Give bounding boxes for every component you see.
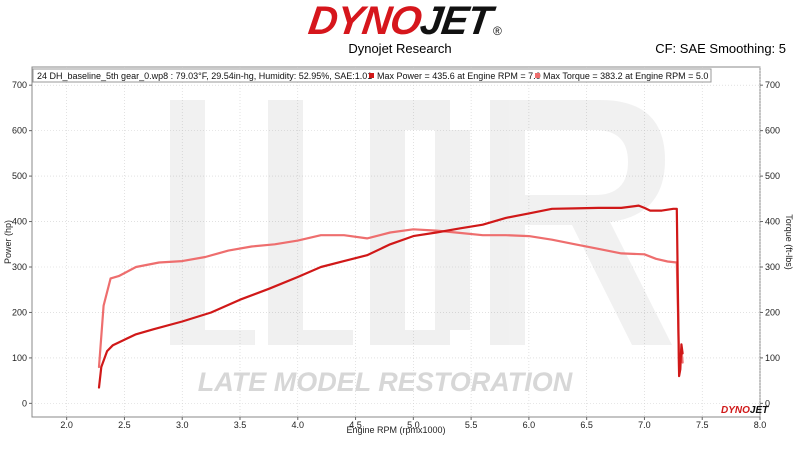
x-tick-label: 6.0	[523, 420, 536, 430]
y-right-tick-label: 0	[765, 398, 770, 408]
legend-power-swatch	[369, 73, 374, 78]
x-tick-label: 2.5	[118, 420, 131, 430]
legend-torque-swatch	[535, 73, 540, 78]
x-tick-label: 5.5	[465, 420, 478, 430]
watermark-m-shape	[370, 100, 470, 345]
y-left-tick-label: 100	[12, 353, 27, 363]
watermark-l2-shape	[268, 100, 353, 345]
x-tick-label: 6.5	[580, 420, 593, 430]
legend-power-entry: Max Power = 435.6 at Engine RPM = 7.0	[377, 71, 541, 81]
legend-torque-entry: Max Torque = 383.2 at Engine RPM = 5.0	[543, 71, 708, 81]
registered-mark: ®	[492, 24, 502, 38]
y-left-tick-label: 300	[12, 262, 27, 272]
power-curve	[97, 204, 684, 389]
x-tick-label: 8.0	[754, 420, 767, 430]
watermark-text: LATE MODEL RESTORATION	[198, 367, 573, 397]
x-tick-label: 5.0	[407, 420, 420, 430]
dynojet-logo: DYNOJET ®	[0, 0, 800, 43]
cf-smoothing-info: CF: SAE Smoothing: 5	[655, 41, 786, 56]
y-left-tick-label: 500	[12, 171, 27, 181]
y-right-tick-label: 600	[765, 126, 780, 136]
legend-run-info: 24 DH_baseline_5th gear_0.wp8 : 79.03°F,…	[37, 71, 372, 81]
legend: 24 DH_baseline_5th gear_0.wp8 : 79.03°F,…	[32, 68, 712, 83]
corner-logo-jet: JET	[750, 405, 769, 416]
y-right-tick-label: 300	[765, 262, 780, 272]
y-right-tick-label: 100	[765, 353, 780, 363]
y-axis-left-title: Power (hp)	[3, 220, 13, 264]
corner-dynojet-logo: DYNOJET	[721, 405, 769, 416]
grid-lines	[32, 67, 761, 417]
x-tick-label: 4.0	[292, 420, 305, 430]
axis-ticks: 2.0 2.5 3.0 3.5 4.0 4.5 5.0 5.5 6.0 6.5 7.0 7.5 8.0 0…	[12, 80, 780, 430]
y-right-tick-label: 700	[765, 80, 780, 90]
watermark-l1-shape	[170, 100, 255, 345]
watermark-r-shape	[490, 100, 672, 345]
x-tick-label: 3.5	[234, 420, 247, 430]
y-right-tick-label: 500	[765, 171, 780, 181]
y-left-tick-label: 600	[12, 126, 27, 136]
y-left-tick-label: 200	[12, 307, 27, 317]
y-right-tick-label: 400	[765, 217, 780, 227]
x-tick-label: 7.5	[696, 420, 709, 430]
chart-subtitle: Dynojet Research	[348, 41, 452, 56]
x-axis-title: Engine RPM (rpmx1000)	[346, 425, 445, 435]
data-lines	[97, 204, 684, 389]
y-left-tick-label: 700	[12, 80, 27, 90]
y-left-tick-label: 400	[12, 217, 27, 227]
corner-logo-dyno: DYNO	[721, 405, 750, 416]
y-right-tick-label: 200	[765, 307, 780, 317]
torque-curve	[97, 228, 684, 373]
y-axis-right-title: Torque (ft-lbs)	[784, 214, 794, 270]
x-tick-label: 7.0	[638, 420, 651, 430]
x-tick-label: 3.0	[176, 420, 189, 430]
x-tick-label: 2.0	[60, 420, 73, 430]
lmr-watermark	[170, 100, 672, 345]
y-left-tick-label: 0	[22, 398, 27, 408]
x-tick-label: 4.5	[349, 420, 362, 430]
